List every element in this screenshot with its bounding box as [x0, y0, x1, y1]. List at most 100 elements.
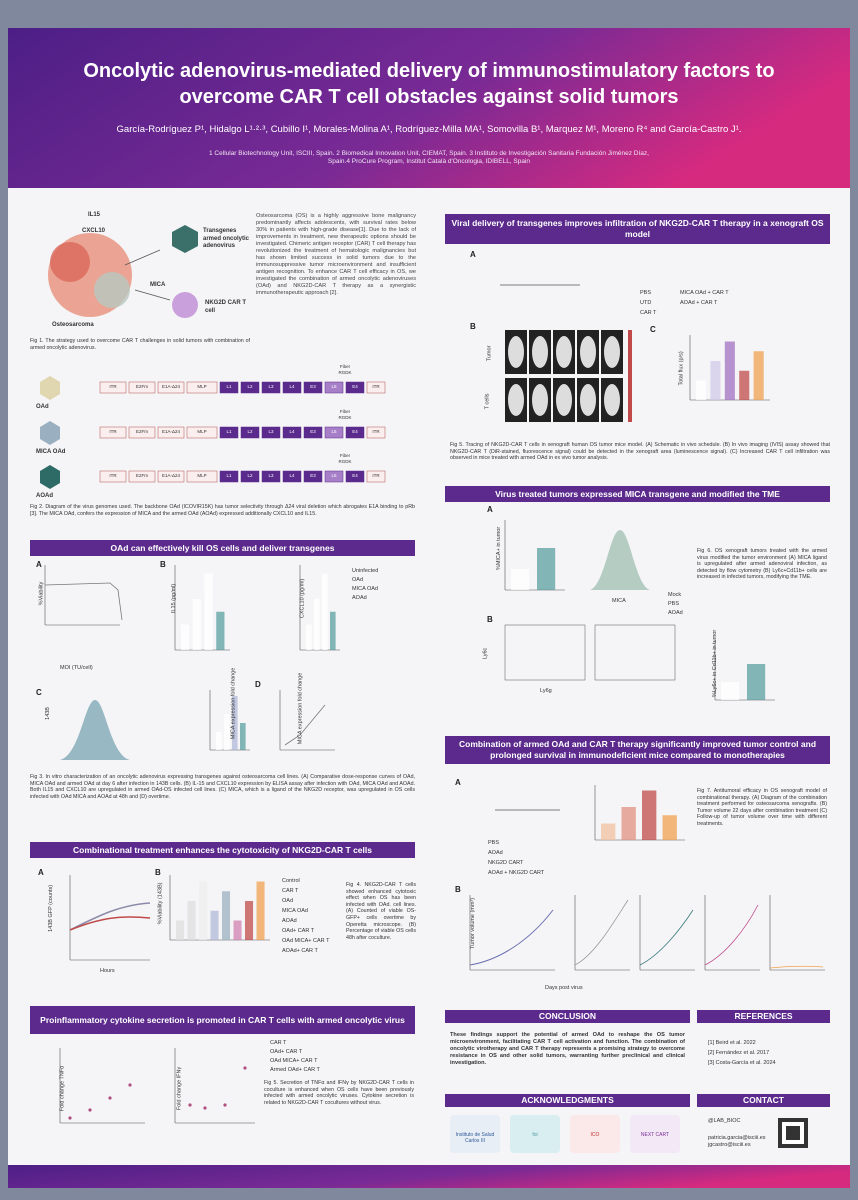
genome-element-label: ITR: [372, 473, 380, 478]
axis-label: 143B: [44, 707, 51, 720]
legend-entry: AOAd + CAR T: [680, 300, 718, 306]
genome-element: [186, 426, 218, 439]
axis-label: Ly6c: [482, 647, 489, 660]
genome-element: [219, 381, 239, 394]
figure-point: [223, 1103, 227, 1107]
genome-element-label: E3: [310, 429, 316, 434]
axis-label: %Viability (143B): [157, 882, 164, 925]
figure-curve: [284, 704, 326, 746]
mouse: [604, 384, 620, 416]
section-heading: Proinflammatory cytokine secretion is pr…: [30, 1006, 415, 1034]
genome-element-label: MLP: [197, 384, 207, 389]
legend-entry: MICA OAd: [352, 586, 378, 592]
axis-label: %Viability: [38, 581, 45, 606]
mouse: [532, 384, 548, 416]
genome-element-label: E1A-Δ24: [161, 473, 180, 478]
genome-element: [240, 381, 260, 394]
figure-point: [243, 1066, 247, 1070]
fiber-label: Fiber RGDK: [338, 364, 352, 375]
genome-element-label: E3: [310, 384, 316, 389]
axis-label: Total flux (p/s): [678, 351, 685, 386]
panel-letter: A: [470, 250, 476, 259]
genome-element-label: ITR: [372, 429, 380, 434]
genome-element-label: E2Fm: [135, 429, 148, 434]
legend-entry: Armed OAd+ CAR T: [270, 1067, 320, 1073]
axis-label: Ly6g: [540, 688, 552, 694]
panel-letter: B: [160, 560, 166, 569]
histogram: [590, 530, 650, 590]
arrow: [124, 249, 161, 266]
tumor-illustration: [94, 272, 130, 308]
poster-title: Oncolytic adenovirus-mediated delivery o…: [83, 60, 775, 108]
genome-element-label: E2Fm: [135, 473, 148, 478]
figure-curve: [44, 582, 123, 621]
genome-element-label: ITR: [109, 429, 117, 434]
figure-bar: [181, 624, 190, 650]
genome-element: [261, 381, 281, 394]
figure-bar: [192, 599, 201, 650]
genome-element: [345, 470, 365, 483]
panel-letter: C: [650, 325, 656, 334]
figure-point: [88, 1108, 92, 1112]
logo-name: ICO: [590, 1132, 600, 1138]
legend-entry: PBS: [668, 601, 680, 607]
section-heading: Combinational treatment enhances the cyt…: [30, 842, 415, 858]
virus-icon: [172, 225, 198, 253]
genome-element-label: L5: [331, 384, 337, 389]
genome-element-label: E1A-Δ24: [161, 429, 180, 434]
figure-caption: Fig 6. OS xenograft tumors treated with …: [697, 548, 827, 581]
axis-label: IL15 (pg/ml): [171, 583, 178, 614]
legend-entry: UTD: [640, 300, 652, 306]
figure-label: Transgenes armed oncolytic adenovirus: [203, 228, 250, 249]
mouse: [604, 336, 620, 368]
figure-bar: [199, 881, 208, 940]
genome-element-label: MLP: [197, 473, 207, 478]
logo: [570, 1115, 620, 1153]
figure-point: [68, 1116, 72, 1120]
figure-bar: [724, 341, 735, 400]
genome-element-label: E4: [352, 473, 358, 478]
genome-element: [261, 426, 281, 439]
legend-entry: Uninfected: [352, 568, 379, 574]
axis-label: CXCL10 (pg/ml): [299, 578, 306, 619]
virus-name: MICA OAd: [36, 449, 66, 455]
genome-element: [99, 470, 127, 483]
legend-entry: PBS: [640, 290, 652, 296]
axis-label: Hours: [100, 968, 115, 974]
figure-caption: Fig 5. Tracing of NKG2D-CAR T cells in x…: [450, 442, 830, 462]
figure-bar: [601, 823, 616, 840]
panel-letter: D: [255, 680, 261, 689]
genome-element: [157, 470, 185, 483]
figure-caption: Fig 7. Antitumoral efficacy in OS xenogr…: [697, 788, 827, 828]
figure-bar: [642, 790, 657, 840]
genome-element: [324, 381, 344, 394]
histogram: [60, 700, 130, 760]
legend-entry: CAR T: [270, 1040, 287, 1046]
mouse: [532, 336, 548, 368]
genome-element: [303, 470, 323, 483]
logo-name: NEXT CART: [640, 1132, 670, 1138]
genome-element-label: MLP: [197, 429, 207, 434]
genome-element: [157, 381, 185, 394]
axis-label: %Ly6c+ in Cd11b+ in tumor: [712, 629, 719, 698]
figure-label: NKG2D CAR T cell: [205, 300, 247, 314]
panel-letter: B: [470, 322, 476, 331]
axis-label: Fold change IFNγ: [176, 1066, 183, 1111]
genome-element-label: L1: [226, 384, 232, 389]
genome-element-label: ITR: [109, 473, 117, 478]
figure-label: IL15: [88, 212, 101, 218]
legend-entry: OAd: [282, 898, 294, 904]
figure-curve: [469, 909, 554, 966]
virus-icon: [40, 421, 60, 445]
color-scale: [628, 330, 632, 422]
genome-element-label: L5: [331, 429, 337, 434]
legend-entry: AOAd + NKG2D CART: [488, 870, 545, 876]
genome-element: [261, 470, 281, 483]
section-heading: Virus treated tumors expressed MICA tran…: [445, 486, 830, 502]
panel-letter: B: [155, 868, 161, 877]
mouse: [580, 384, 596, 416]
header-band: [8, 28, 850, 188]
figure-caption: Fig 3. In vitro characterization of an o…: [30, 774, 415, 800]
axis-label: Fold change TNFα: [59, 1065, 66, 1112]
axis-label: Tumor: [486, 345, 493, 362]
